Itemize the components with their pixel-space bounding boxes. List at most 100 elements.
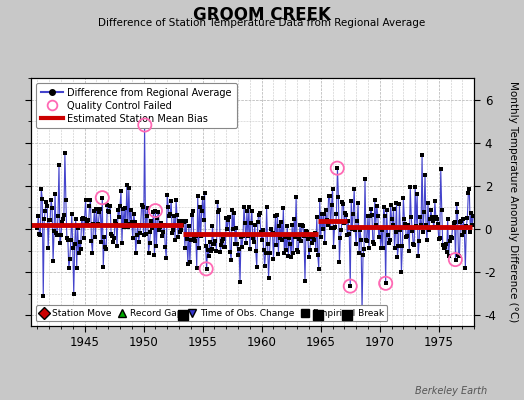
Point: [155, 226, 163, 233]
Point: [314, 312, 323, 318]
Point: [439, 242, 447, 248]
Point: [257, 229, 265, 235]
Point: [264, 241, 272, 248]
Point: [116, 203, 124, 209]
Point: [464, 190, 473, 196]
Point: [256, 210, 264, 217]
Point: [212, 248, 221, 254]
Point: [265, 250, 274, 256]
Point: [304, 236, 312, 242]
Point: [449, 225, 457, 231]
Point: [277, 219, 286, 225]
Point: [422, 222, 430, 228]
Point: [381, 280, 390, 286]
Point: [405, 248, 413, 254]
Point: [287, 254, 296, 260]
Point: [200, 217, 208, 223]
Point: [378, 245, 387, 252]
Point: [108, 233, 116, 239]
Point: [310, 237, 318, 243]
Point: [261, 250, 270, 256]
Point: [189, 208, 197, 214]
Point: [434, 220, 442, 227]
Point: [255, 212, 263, 218]
Point: [346, 283, 354, 289]
Point: [430, 224, 438, 231]
Point: [219, 236, 227, 242]
Point: [374, 212, 382, 219]
Point: [356, 227, 364, 233]
Point: [247, 220, 255, 226]
Point: [424, 200, 432, 206]
Point: [270, 231, 279, 238]
Point: [146, 229, 155, 235]
Point: [172, 197, 180, 204]
Point: [192, 233, 200, 239]
Point: [235, 246, 243, 252]
Point: [384, 232, 392, 238]
Point: [178, 222, 186, 228]
Point: [268, 229, 277, 236]
Point: [267, 230, 276, 237]
Point: [333, 165, 342, 171]
Text: GROOM CREEK: GROOM CREEK: [193, 6, 331, 24]
Point: [377, 227, 386, 234]
Point: [336, 234, 345, 241]
Point: [152, 243, 160, 249]
Point: [350, 186, 358, 192]
Point: [394, 254, 402, 260]
Point: [110, 235, 118, 241]
Point: [376, 225, 384, 232]
Point: [450, 219, 458, 226]
Point: [170, 212, 178, 219]
Point: [178, 312, 187, 318]
Point: [266, 226, 275, 232]
Point: [128, 235, 137, 242]
Point: [55, 162, 63, 168]
Point: [307, 234, 315, 240]
Point: [193, 192, 202, 199]
Point: [295, 235, 303, 242]
Point: [84, 222, 93, 228]
Point: [223, 226, 232, 232]
Point: [69, 245, 77, 251]
Point: [298, 222, 306, 229]
Point: [283, 223, 291, 229]
Point: [66, 256, 74, 262]
Point: [81, 197, 90, 203]
Point: [390, 245, 399, 251]
Point: [333, 165, 342, 171]
Point: [331, 224, 340, 230]
Point: [292, 194, 300, 200]
Point: [107, 231, 115, 237]
Point: [168, 230, 177, 236]
Point: [200, 190, 209, 196]
Point: [434, 236, 443, 242]
Point: [104, 208, 112, 214]
Point: [252, 248, 260, 254]
Point: [190, 235, 198, 242]
Point: [204, 253, 213, 259]
Point: [323, 222, 332, 228]
Point: [140, 122, 149, 128]
Point: [354, 200, 362, 206]
Point: [120, 224, 128, 230]
Point: [392, 200, 401, 206]
Point: [125, 185, 133, 191]
Point: [258, 226, 267, 233]
Point: [216, 248, 225, 255]
Point: [64, 265, 73, 271]
Point: [227, 256, 235, 263]
Point: [144, 250, 152, 257]
Point: [305, 254, 313, 261]
Point: [344, 218, 353, 224]
Point: [36, 232, 45, 238]
Point: [296, 222, 304, 228]
Point: [149, 209, 158, 216]
Point: [293, 247, 301, 253]
Point: [103, 202, 112, 208]
Point: [451, 256, 460, 263]
Point: [93, 222, 102, 228]
Point: [389, 206, 398, 212]
Point: [443, 216, 452, 222]
